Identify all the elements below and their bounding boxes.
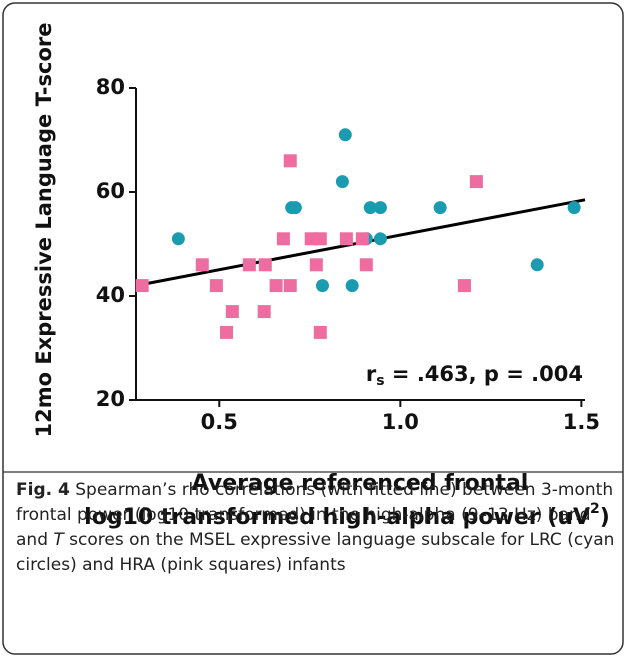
y-axis-label: 12mo Expressive Language T-score — [32, 23, 56, 438]
y-tick-label: 20 — [96, 387, 125, 411]
caption-label: Fig. 4 — [16, 480, 70, 500]
point — [283, 154, 297, 168]
caption-text: Spearman’s rho correlations (with fitted… — [16, 480, 614, 550]
point — [457, 279, 471, 293]
point — [209, 279, 223, 293]
annotation-part: r — [366, 362, 377, 386]
point — [530, 258, 544, 272]
x-tick-label: 0.5 — [201, 410, 238, 434]
point — [257, 305, 271, 319]
annotation-part: = .463, p = .004 — [385, 362, 583, 386]
x-axis-label: log10 transformed high-alpha power (uV2) — [84, 501, 610, 530]
point — [313, 232, 327, 246]
y-tick-label: 60 — [96, 179, 125, 203]
x-tick-label: 1.0 — [382, 410, 419, 434]
point — [171, 232, 185, 246]
point — [373, 232, 387, 246]
point — [283, 279, 297, 293]
y-tick-label: 40 — [96, 283, 125, 307]
point — [315, 279, 329, 293]
point — [220, 325, 234, 339]
point — [269, 279, 283, 293]
point — [335, 175, 349, 189]
point — [339, 232, 353, 246]
y-tick-label: 80 — [96, 75, 125, 99]
point — [345, 279, 359, 293]
caption: Fig. 4 Spearman’s rho correlations (with… — [16, 478, 616, 578]
point — [195, 258, 209, 272]
x-axis-label-sup: 2 — [590, 501, 600, 517]
point — [135, 279, 149, 293]
point — [288, 201, 302, 215]
x-axis-label-part: log10 transformed high-alpha power (uV — [84, 505, 590, 530]
point — [309, 258, 323, 272]
point — [363, 201, 377, 215]
point — [242, 258, 256, 272]
point — [276, 232, 290, 246]
point — [225, 305, 239, 319]
caption-text: scores on the MSEL expressive language s… — [16, 530, 615, 575]
annotation-sub: s — [376, 373, 384, 389]
point — [313, 325, 327, 339]
point — [567, 201, 581, 215]
point — [373, 201, 387, 215]
point — [355, 232, 369, 246]
x-tick-label: 1.5 — [563, 410, 600, 434]
point — [469, 175, 483, 189]
point — [338, 128, 352, 142]
x-axis-label: Average referenced frontal — [192, 471, 529, 496]
point — [433, 201, 447, 215]
point — [359, 258, 373, 272]
point — [258, 258, 272, 272]
annotation: rs = .463, p = .004 — [366, 362, 583, 389]
x-axis-label-part: ) — [600, 505, 610, 530]
caption-italic: T — [53, 530, 64, 550]
